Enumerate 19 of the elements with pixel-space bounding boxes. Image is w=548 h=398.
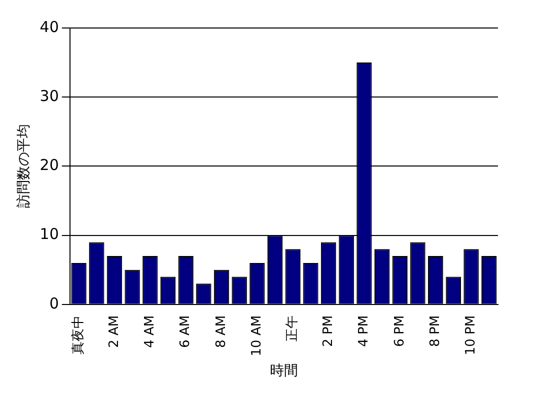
- x-tick-label: 6 AM: [178, 315, 194, 348]
- y-tick-label: 30: [40, 86, 59, 105]
- x-tick-label: 真夜中: [70, 315, 86, 354]
- x-tick-label: 4 PM: [356, 315, 372, 347]
- y-tick-label: 20: [40, 156, 59, 174]
- y-tick-label: 10: [40, 225, 59, 244]
- x-tick-label: 8 PM: [428, 315, 443, 347]
- y-axis-title: 訪問数の平均: [16, 124, 32, 208]
- x-axis-title: 時間: [270, 363, 298, 380]
- x-tick-label: 2 AM: [106, 315, 122, 348]
- x-tick-label: 正午: [285, 315, 300, 342]
- y-tick-label: 0: [49, 294, 59, 312]
- x-tick-label: 6 PM: [392, 315, 408, 347]
- y-tick-label: 40: [40, 18, 59, 36]
- x-tick-label: 2 PM: [320, 315, 336, 347]
- x-tick-label: 10 PM: [464, 315, 479, 356]
- x-tick-label: 4 AM: [142, 315, 158, 348]
- x-tick-label: 8 AM: [214, 315, 229, 348]
- x-tick-label: 10 AM: [250, 315, 265, 356]
